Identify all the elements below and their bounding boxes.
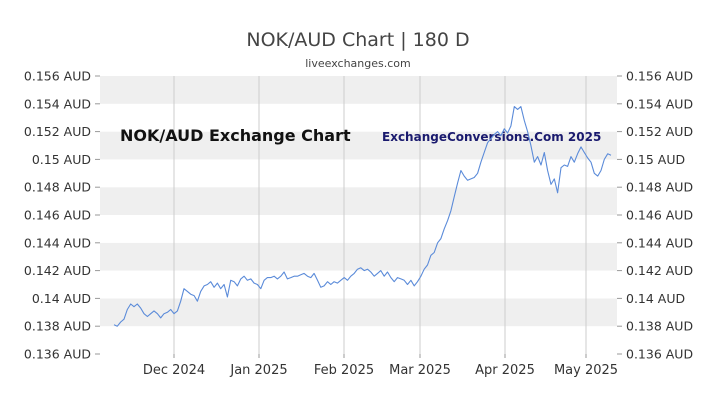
y-tick-label-right: 0.154 AUD: [626, 96, 693, 111]
grid-band: [100, 298, 617, 327]
y-tick-label-right: 0.144 AUD: [626, 235, 693, 250]
x-tick-label: May 2025: [554, 363, 618, 378]
y-tick-label-left: 0.15 AUD: [32, 152, 91, 167]
y-tick-label-left: 0.152 AUD: [24, 124, 91, 139]
y-tick-label-left: 0.154 AUD: [24, 96, 91, 111]
y-tick-label-left: 0.144 AUD: [24, 235, 91, 250]
y-tick-label-right: 0.14 AUD: [626, 291, 685, 306]
grid-band: [100, 159, 617, 188]
y-axis-right-labels: 0.136 AUD 0.138 AUD 0.14 AUD 0.142 AUD 0.144…: [626, 69, 693, 362]
x-tick-label: Apr 2025: [475, 363, 535, 378]
x-axis-labels: Dec 2024 Jan 2025 Feb 2025 Mar 2025 Apr 2025…: [143, 363, 618, 378]
y-tick-label-right: 0.146 AUD: [626, 208, 693, 223]
y-tick-label-left: 0.14 AUD: [32, 291, 91, 306]
x-tick-label: Feb 2025: [314, 363, 374, 378]
grid-band: [100, 326, 617, 354]
axis-tick-marks: [95, 75, 622, 358]
y-tick-label-left: 0.138 AUD: [24, 319, 91, 334]
y-tick-label-right: 0.148 AUD: [626, 180, 693, 195]
grid-band: [100, 270, 617, 299]
chart-annotation-left: NOK/AUD Exchange Chart: [120, 126, 351, 145]
grid-band: [100, 103, 617, 132]
horizontal-bands: [100, 76, 617, 354]
x-tick-label: Jan 2025: [229, 363, 287, 378]
grid-band: [100, 187, 617, 215]
y-tick-label-right: 0.15 AUD: [626, 152, 685, 167]
y-tick-label-left: 0.148 AUD: [24, 180, 91, 195]
y-tick-label-left: 0.146 AUD: [24, 208, 91, 223]
y-tick-label-right: 0.138 AUD: [626, 319, 693, 334]
y-tick-label-left: 0.136 AUD: [24, 347, 91, 362]
chart-title: NOK/AUD Chart | 180 D: [246, 29, 469, 51]
grid-band: [100, 215, 617, 243]
x-tick-label: Mar 2025: [389, 363, 451, 378]
y-tick-label-right: 0.152 AUD: [626, 124, 693, 139]
vertical-gridlines: [173, 76, 587, 354]
series-line: [113, 106, 612, 327]
x-tick-label: Dec 2024: [143, 363, 205, 378]
chart-subtitle: liveexchanges.com: [305, 57, 410, 70]
y-tick-label-right: 0.156 AUD: [626, 69, 693, 84]
y-axis-left-labels: 0.136 AUD 0.138 AUD 0.14 AUD 0.142 AUD 0.144…: [24, 69, 91, 362]
y-tick-label-right: 0.142 AUD: [626, 263, 693, 278]
y-tick-label-left: 0.156 AUD: [24, 69, 91, 84]
grid-band: [100, 242, 617, 271]
series-line-path: [113, 106, 612, 327]
y-tick-label-left: 0.142 AUD: [24, 263, 91, 278]
y-tick-label-right: 0.136 AUD: [626, 347, 693, 362]
grid-band: [100, 76, 617, 104]
